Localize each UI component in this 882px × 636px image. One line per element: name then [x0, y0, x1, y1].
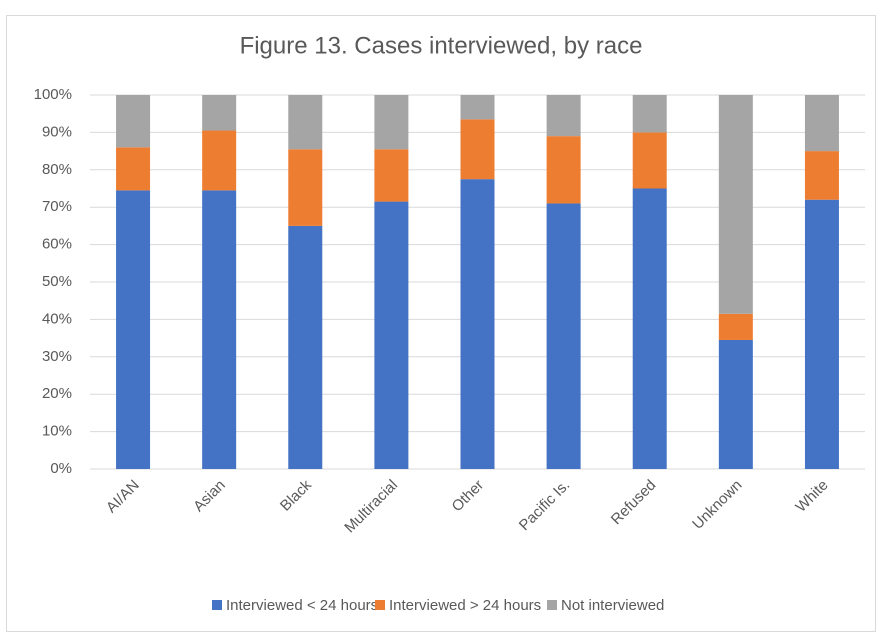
bar-segment — [718, 339, 753, 469]
bar-segment — [546, 203, 581, 469]
bar-segment — [288, 225, 323, 469]
bar-segment — [546, 95, 581, 137]
y-tick-label: 90% — [42, 123, 72, 140]
bar-segment — [374, 149, 409, 202]
bar-segment — [632, 95, 667, 133]
bar-segment — [804, 199, 839, 469]
legend-swatch — [212, 600, 222, 610]
bar-segment — [202, 190, 237, 469]
legend-label: Not interviewed — [561, 597, 664, 614]
y-tick-label: 20% — [42, 385, 72, 402]
bar-segment — [460, 119, 495, 180]
bar-segment — [288, 95, 323, 150]
y-tick-label: 60% — [42, 236, 72, 253]
y-tick-label: 10% — [42, 423, 72, 440]
bar-segment — [546, 136, 581, 204]
bar-segment — [374, 95, 409, 150]
bar-segment — [288, 149, 323, 226]
bar-segment — [202, 130, 237, 191]
bar-segment — [116, 95, 151, 148]
bar-segment — [460, 179, 495, 469]
bar-segment — [116, 147, 151, 191]
y-tick-label: 30% — [42, 348, 72, 365]
bar-segment — [460, 95, 495, 120]
bar-segment — [718, 95, 753, 314]
bar-segment — [202, 95, 237, 131]
bar-segment — [632, 188, 667, 469]
y-tick-label: 40% — [42, 310, 72, 327]
y-tick-label: 70% — [42, 198, 72, 215]
chart-title: Figure 13. Cases interviewed, by race — [240, 32, 643, 59]
legend-label: Interviewed > 24 hours — [389, 597, 541, 614]
legend-swatch — [375, 600, 385, 610]
bar-segment — [116, 190, 151, 469]
bar-segment — [632, 132, 667, 189]
bar-segment — [804, 95, 839, 152]
y-tick-label: 80% — [42, 161, 72, 178]
legend-swatch — [547, 600, 557, 610]
bar-segment — [374, 201, 409, 469]
y-tick-label: 50% — [42, 273, 72, 290]
bar-segment — [718, 313, 753, 340]
y-tick-label: 0% — [50, 460, 72, 477]
y-tick-label: 100% — [34, 86, 72, 103]
bar-segment — [804, 151, 839, 200]
legend-label: Interviewed < 24 hours — [226, 597, 378, 614]
